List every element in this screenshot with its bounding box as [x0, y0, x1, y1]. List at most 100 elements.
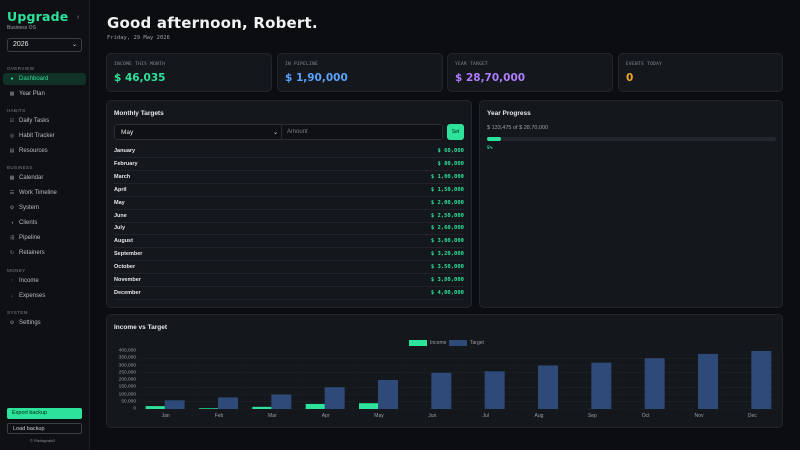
legend-label: Target	[470, 340, 484, 346]
bar-target-mar[interactable]	[271, 394, 292, 410]
target-month: June	[114, 212, 127, 219]
sidebar-item-work-timeline[interactable]: ☰ Work Timeline	[3, 187, 86, 199]
bar-target-jul[interactable]	[484, 371, 505, 409]
app-logo[interactable]: Upgrade	[7, 9, 69, 24]
bar-income-mar[interactable]	[252, 406, 273, 409]
target-row: July $ 2,60,000	[114, 222, 464, 236]
year-progress-card: Year Progress $ 133,475 of $ 28,70,000 5…	[479, 100, 783, 308]
x-tick-label: Jan	[161, 413, 170, 419]
legend-target[interactable]: Target	[449, 339, 484, 347]
sidebar-item-label: Settings	[19, 320, 41, 326]
legend-income[interactable]: Income	[409, 339, 446, 347]
target-row: March $ 1,00,000	[114, 171, 464, 184]
target-row: September $ 3,20,000	[114, 248, 464, 262]
sidebar-item-label: Dashboard	[19, 76, 49, 82]
x-tick-label: Sep	[587, 413, 597, 419]
sidebar-item-label: Habit Tracker	[19, 133, 55, 139]
sidebar-item-habit-tracker[interactable]: ◎ Habit Tracker	[3, 130, 86, 142]
target-value: $ 1,00,000	[430, 173, 464, 180]
bar-income-feb[interactable]	[199, 408, 219, 409]
bar-target-may[interactable]	[378, 380, 398, 409]
gear-icon: ⚙	[9, 320, 15, 326]
sidebar-item-label: System	[19, 205, 40, 211]
x-tick-label: Nov	[694, 413, 704, 419]
target-month: January	[114, 148, 136, 154]
sidebar-item-daily-tasks[interactable]: ☑ Daily Tasks	[3, 115, 86, 127]
current-date: Friday, 29 May 2026	[107, 35, 170, 41]
target-value: $ 3,20,000	[430, 251, 464, 258]
sidebar-item-income[interactable]: ↑ Income	[3, 275, 86, 287]
page-title: Good afternoon, Robert.	[107, 14, 318, 32]
y-tick-label: 300,000	[118, 363, 136, 368]
sidebar-item-clients[interactable]: ◑ Clients	[3, 217, 86, 229]
y-tick-label: 100,000	[118, 392, 136, 397]
target-value: $ 1,50,000	[430, 186, 464, 193]
stat-card-events-today: EVENTS TODAY 0	[618, 53, 783, 92]
card-title: Monthly Targets	[114, 110, 164, 117]
list-icon: ☰	[9, 190, 15, 196]
stat-label: IN PIPELINE	[285, 62, 319, 67]
sidebar-item-pipeline[interactable]: ⇶ Pipeline	[3, 232, 86, 244]
bar-income-apr[interactable]	[305, 403, 326, 409]
sidebar-item-system[interactable]: ⚙ System	[3, 202, 86, 214]
sidebar-item-label: Year Plan	[19, 91, 45, 97]
month-select[interactable]: May ⌄	[114, 124, 284, 140]
target-month: March	[114, 173, 131, 180]
bar-target-jun[interactable]	[431, 372, 452, 409]
target-month: November	[114, 277, 141, 283]
sidebar-item-label: Daily Tasks	[19, 118, 50, 124]
card-title: Year Progress	[487, 110, 531, 117]
sidebar: Upgrade ‹ Business OS 2026 ⌄ OVERVIEW ● Da…	[0, 0, 90, 450]
export-backup-button[interactable]: Export backup	[7, 408, 82, 419]
year-select-value: 2026	[13, 41, 29, 48]
stat-label: INCOME THIS MONTH	[114, 62, 166, 67]
bar-target-aug[interactable]	[538, 365, 558, 410]
refresh-icon: ↻	[9, 250, 15, 256]
sidebar-item-settings[interactable]: ⚙ Settings	[3, 317, 86, 329]
target-icon: ◎	[9, 133, 15, 139]
bar-target-sep[interactable]	[591, 362, 612, 409]
target-month: April	[114, 186, 127, 193]
bar-target-jan[interactable]	[164, 400, 185, 409]
sidebar-item-expenses[interactable]: ↓ Expenses	[3, 290, 86, 302]
year-progress-text: $ 133,475 of $ 28,70,000	[487, 125, 549, 131]
collapse-sidebar-icon[interactable]: ‹	[77, 14, 80, 21]
y-tick-label: 50,000	[121, 399, 136, 405]
bar-income-jan[interactable]	[145, 406, 166, 409]
legend-swatch	[409, 340, 427, 346]
sidebar-section-label: HABITS	[7, 108, 26, 113]
y-tick-label: 0	[133, 406, 136, 412]
bar-target-nov[interactable]	[698, 353, 718, 409]
bar-target-dec[interactable]	[751, 351, 772, 409]
target-row: May $ 2,00,000	[114, 197, 464, 210]
sidebar-item-resources[interactable]: ▤ Resources	[3, 145, 86, 157]
year-select[interactable]: 2026 ⌄	[7, 38, 82, 52]
sidebar-item-calendar[interactable]: ▦ Calendar	[3, 172, 86, 184]
y-tick-label: 350,000	[118, 355, 136, 361]
stat-card-pipeline: IN PIPELINE $ 1,90,000	[277, 53, 443, 92]
bar-target-apr[interactable]	[324, 387, 345, 409]
target-row: December $ 4,00,000	[114, 287, 464, 300]
sidebar-item-retainers[interactable]: ↻ Retainers	[3, 247, 86, 259]
arrow-up-icon: ↑	[10, 278, 14, 284]
chevron-down-icon: ⌄	[272, 130, 278, 136]
amount-input[interactable]: Amount	[281, 124, 443, 140]
bar-target-oct[interactable]	[644, 358, 665, 409]
sidebar-item-label: Retainers	[19, 250, 45, 256]
bar-target-feb[interactable]	[218, 397, 238, 409]
x-tick-label: Dec	[747, 413, 757, 419]
pipeline-icon: ⇶	[9, 235, 15, 241]
target-row: February $ 80,000	[114, 158, 464, 171]
sidebar-item-dashboard[interactable]: ● Dashboard	[3, 73, 86, 85]
target-value: $ 3,80,000	[430, 277, 464, 283]
legend-label: Income	[430, 340, 447, 346]
target-value: $ 80,000	[437, 160, 465, 167]
stat-label: YEAR TARGET	[455, 62, 489, 67]
sidebar-item-year-plan[interactable]: ▦ Year Plan	[3, 88, 86, 100]
set-target-button[interactable]: Set	[447, 124, 464, 140]
target-row: April $ 1,50,000	[114, 184, 464, 197]
load-backup-button[interactable]: Load backup	[7, 423, 82, 434]
x-tick-label: Jul	[482, 413, 489, 419]
sidebar-section-label: SYSTEM	[7, 310, 28, 315]
bar-income-may[interactable]	[359, 403, 379, 409]
